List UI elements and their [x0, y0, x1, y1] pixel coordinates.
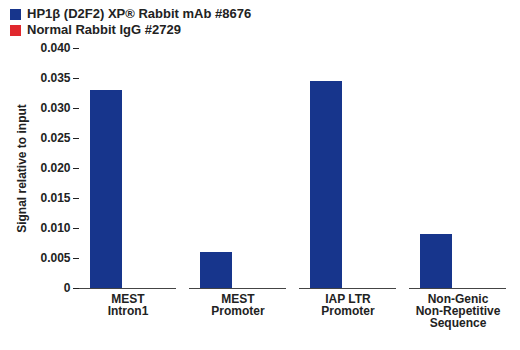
svg-text:0: 0: [64, 281, 71, 295]
svg-text:0.015: 0.015: [40, 191, 70, 205]
html-text:HP1β (D2F2) XP® Rabbit mAb #86: HP1β (D2F2) XP® Rabbit mAb #8676: [27, 6, 252, 21]
html-text:Normal Rabbit IgG #2729: Normal Rabbit IgG #2729: [27, 22, 181, 37]
svg-text:MESTIntron1: MESTIntron1: [108, 292, 149, 318]
svg-text:0.020: 0.020: [40, 161, 70, 175]
svg-text:0.030: 0.030: [40, 101, 70, 115]
svg-text:0.010: 0.010: [40, 221, 70, 235]
svg-text:Non-GenicNon-RepetitiveSequenc: Non-GenicNon-RepetitiveSequence: [416, 292, 501, 330]
svg-text:Signal relative to input: Signal relative to input: [15, 104, 29, 233]
svg-text:IAP LTRPromoter: IAP LTRPromoter: [321, 292, 375, 318]
svg-text:0.025: 0.025: [40, 131, 70, 145]
svg-text:0.040: 0.040: [40, 41, 70, 55]
svg-text:MESTPromoter: MESTPromoter: [211, 292, 265, 318]
svg-text:0.035: 0.035: [40, 71, 70, 85]
svg-text:0.005: 0.005: [40, 251, 70, 265]
